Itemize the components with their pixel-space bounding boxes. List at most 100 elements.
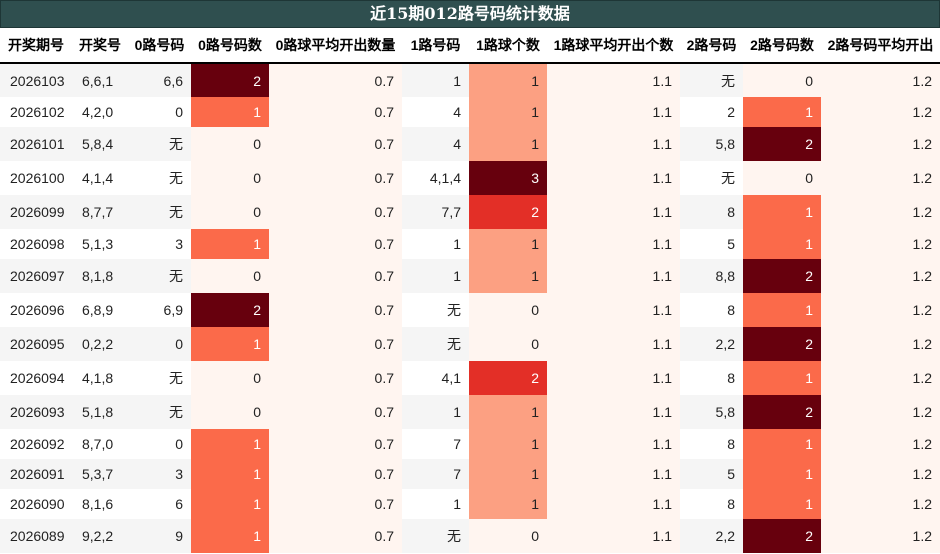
cell-route1-count: 1 <box>469 259 547 293</box>
cell-route2-numbers: 无 <box>680 161 743 195</box>
cell-draw: 5,3,7 <box>72 459 128 489</box>
cell-draw: 0,2,2 <box>72 327 128 361</box>
table-body: 2026103 6,6,1 6,6 2 0.7 1 1 1.1 无 0 1.2 2026102 4,2,… <box>0 63 940 553</box>
column-header-route2-count: 2路号码数 <box>743 28 821 64</box>
cell-route0-avg: 0.7 <box>269 489 402 519</box>
column-header-route2-numbers: 2路号码 <box>680 28 743 64</box>
cell-route1-numbers: 7 <box>402 429 469 459</box>
cell-route2-avg: 1.2 <box>821 259 940 293</box>
cell-route2-avg: 1.2 <box>821 161 940 195</box>
cell-route0-count: 0 <box>191 259 269 293</box>
cell-period: 2026103 <box>0 63 72 97</box>
cell-period: 2026100 <box>0 161 72 195</box>
cell-route0-count: 1 <box>191 97 269 127</box>
cell-route0-count: 1 <box>191 429 269 459</box>
cell-route2-count: 1 <box>743 429 821 459</box>
cell-route1-numbers: 1 <box>402 63 469 97</box>
cell-route0-count: 1 <box>191 327 269 361</box>
table-row: 2026102 4,2,0 0 1 0.7 4 1 1.1 2 1 1.2 <box>0 97 940 127</box>
cell-route2-count: 2 <box>743 259 821 293</box>
cell-route0-count: 1 <box>191 489 269 519</box>
cell-route0-count: 0 <box>191 395 269 429</box>
cell-route2-numbers: 无 <box>680 63 743 97</box>
cell-route0-numbers: 6,9 <box>128 293 191 327</box>
column-header-route1-count: 1路球个数 <box>469 28 547 64</box>
cell-draw: 5,8,4 <box>72 127 128 161</box>
cell-route2-count: 2 <box>743 395 821 429</box>
table-title: 近15期012路号码统计数据 <box>0 0 940 28</box>
cell-route2-numbers: 5 <box>680 459 743 489</box>
cell-route2-numbers: 8 <box>680 429 743 459</box>
cell-route2-numbers: 8 <box>680 489 743 519</box>
cell-route1-numbers: 1 <box>402 259 469 293</box>
cell-route0-numbers: 6,6 <box>128 63 191 97</box>
cell-period: 2026097 <box>0 259 72 293</box>
cell-period: 2026096 <box>0 293 72 327</box>
cell-route0-avg: 0.7 <box>269 519 402 553</box>
cell-route2-avg: 1.2 <box>821 327 940 361</box>
cell-route0-avg: 0.7 <box>269 63 402 97</box>
cell-route2-avg: 1.2 <box>821 361 940 395</box>
cell-route2-avg: 1.2 <box>821 519 940 553</box>
table-row: 2026089 9,2,2 9 1 0.7 无 0 1.1 2,2 2 1.2 <box>0 519 940 553</box>
cell-route1-avg: 1.1 <box>547 327 680 361</box>
table-row: 2026096 6,8,9 6,9 2 0.7 无 0 1.1 8 1 1.2 <box>0 293 940 327</box>
cell-route1-avg: 1.1 <box>547 459 680 489</box>
cell-period: 2026090 <box>0 489 72 519</box>
cell-route2-numbers: 8 <box>680 361 743 395</box>
cell-route0-avg: 0.7 <box>269 127 402 161</box>
cell-period: 2026089 <box>0 519 72 553</box>
cell-route1-avg: 1.1 <box>547 195 680 229</box>
cell-route1-avg: 1.1 <box>547 489 680 519</box>
cell-draw: 8,1,6 <box>72 489 128 519</box>
cell-route1-count: 1 <box>469 429 547 459</box>
cell-draw: 6,6,1 <box>72 63 128 97</box>
column-header-route1-avg: 1路球平均开出个数 <box>547 28 680 64</box>
cell-route0-numbers: 9 <box>128 519 191 553</box>
cell-route2-avg: 1.2 <box>821 229 940 259</box>
cell-route2-avg: 1.2 <box>821 429 940 459</box>
table-row: 2026095 0,2,2 0 1 0.7 无 0 1.1 2,2 2 1.2 <box>0 327 940 361</box>
cell-route0-numbers: 3 <box>128 459 191 489</box>
cell-period: 2026093 <box>0 395 72 429</box>
cell-route1-numbers: 7,7 <box>402 195 469 229</box>
cell-period: 2026095 <box>0 327 72 361</box>
cell-route1-count: 2 <box>469 195 547 229</box>
cell-route2-avg: 1.2 <box>821 127 940 161</box>
cell-route2-avg: 1.2 <box>821 395 940 429</box>
cell-route2-avg: 1.2 <box>821 489 940 519</box>
cell-route1-numbers: 4,1 <box>402 361 469 395</box>
cell-route0-numbers: 0 <box>128 327 191 361</box>
cell-route1-avg: 1.1 <box>547 293 680 327</box>
cell-route0-avg: 0.7 <box>269 229 402 259</box>
cell-route0-numbers: 无 <box>128 161 191 195</box>
cell-route1-count: 1 <box>469 127 547 161</box>
cell-period: 2026102 <box>0 97 72 127</box>
cell-route1-count: 0 <box>469 519 547 553</box>
cell-draw: 8,7,0 <box>72 429 128 459</box>
cell-route1-avg: 1.1 <box>547 395 680 429</box>
cell-route1-avg: 1.1 <box>547 519 680 553</box>
cell-route0-numbers: 无 <box>128 395 191 429</box>
cell-route1-count: 1 <box>469 489 547 519</box>
column-header-draw: 开奖号 <box>72 28 128 64</box>
cell-route1-avg: 1.1 <box>547 63 680 97</box>
cell-route2-count: 1 <box>743 293 821 327</box>
cell-route2-count: 2 <box>743 327 821 361</box>
cell-route0-count: 0 <box>191 127 269 161</box>
cell-route0-numbers: 6 <box>128 489 191 519</box>
header-row: 开奖期号 开奖号 0路号码 0路号码数 0路球平均开出数量 1路号码 1路球个数 1路球平均开… <box>0 28 940 64</box>
cell-period: 2026098 <box>0 229 72 259</box>
column-header-route0-numbers: 0路号码 <box>128 28 191 64</box>
cell-route2-count: 2 <box>743 127 821 161</box>
column-header-route0-avg: 0路球平均开出数量 <box>269 28 402 64</box>
cell-draw: 4,1,4 <box>72 161 128 195</box>
cell-route1-numbers: 无 <box>402 327 469 361</box>
table-row: 2026100 4,1,4 无 0 0.7 4,1,4 3 1.1 无 0 1.2 <box>0 161 940 195</box>
cell-route2-numbers: 2,2 <box>680 519 743 553</box>
table-row: 2026101 5,8,4 无 0 0.7 4 1 1.1 5,8 2 1.2 <box>0 127 940 161</box>
cell-route1-count: 0 <box>469 293 547 327</box>
cell-route1-count: 1 <box>469 395 547 429</box>
cell-route1-avg: 1.1 <box>547 229 680 259</box>
cell-period: 2026099 <box>0 195 72 229</box>
